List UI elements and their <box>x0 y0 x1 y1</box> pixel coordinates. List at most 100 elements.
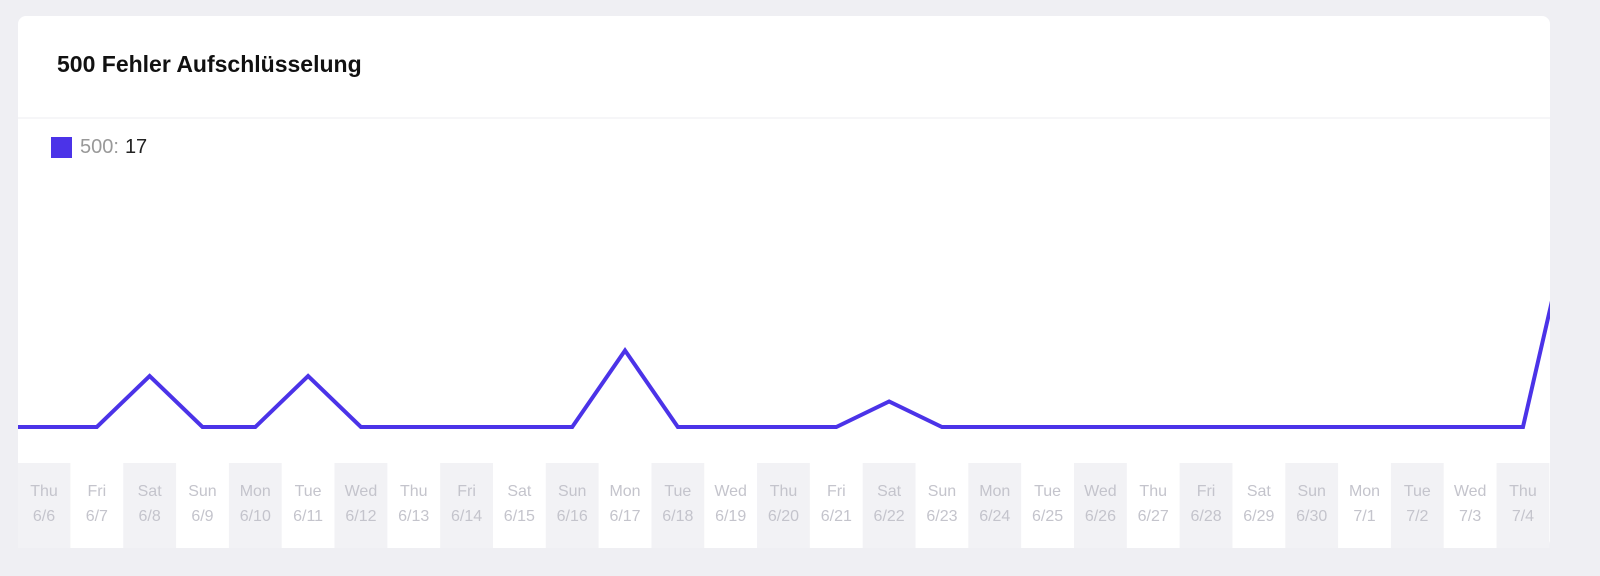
x-tick-label: Wed 6/26 <box>1084 483 1117 525</box>
column-band <box>1285 463 1339 548</box>
column-band <box>757 463 810 548</box>
x-tick-label: Mon 6/10 <box>240 483 271 525</box>
column-band <box>334 463 388 548</box>
x-tick-line: Tue <box>664 483 691 500</box>
x-tick-line: 6/18 <box>662 508 693 525</box>
x-tick-line: Sat <box>877 483 902 500</box>
x-tick-line: Sat <box>1247 483 1272 500</box>
x-tick-line: Sat <box>507 483 532 500</box>
x-tick-line: 6/15 <box>504 508 535 525</box>
x-tick-label: Mon 6/24 <box>979 483 1010 525</box>
x-tick-line: Tue <box>1404 483 1431 500</box>
x-tick-line: Sun <box>1297 483 1325 500</box>
x-tick-line: 6/13 <box>398 508 429 525</box>
x-tick-line: 7/2 <box>1406 508 1428 525</box>
x-tick-label: Sat 6/22 <box>874 483 905 525</box>
x-tick-line: Mon <box>609 483 640 500</box>
x-tick-label: Sat 6/15 <box>504 483 535 525</box>
x-tick-line: Mon <box>1349 483 1380 500</box>
column-band <box>1390 463 1444 548</box>
x-tick-line: 6/29 <box>1243 508 1274 525</box>
column-band <box>968 463 1022 548</box>
x-tick-line: Sun <box>928 483 956 500</box>
x-tick-line: 6/20 <box>768 508 799 525</box>
x-tick-label: Sun 6/23 <box>926 483 957 525</box>
card <box>18 16 1550 548</box>
legend-value: 17 <box>125 136 147 158</box>
x-tick-line: Wed <box>1454 483 1487 500</box>
chart-title: 500 Fehler Aufschlüsselung <box>57 51 362 77</box>
x-tick-label: Fri 6/21 <box>821 483 852 525</box>
x-tick-line: Tue <box>295 483 322 500</box>
legend-swatch <box>51 137 72 158</box>
x-tick-label: Fri 6/28 <box>1190 483 1221 525</box>
x-tick-line: 7/3 <box>1459 508 1481 525</box>
column-band <box>1496 463 1550 548</box>
x-tick-label: Thu 6/20 <box>768 483 799 525</box>
x-tick-line: 6/19 <box>715 508 746 525</box>
x-tick-line: 6/23 <box>926 508 957 525</box>
x-tick-label: Sat 6/29 <box>1243 483 1274 525</box>
x-tick-line: Tue <box>1034 483 1061 500</box>
column-band <box>862 463 916 548</box>
x-tick-line: Fri <box>827 483 846 500</box>
x-tick-line: 7/4 <box>1512 508 1534 525</box>
x-tick-line: 6/10 <box>240 508 271 525</box>
x-tick-line: Mon <box>240 483 271 500</box>
x-tick-line: Thu <box>400 483 428 500</box>
x-tick-line: 6/25 <box>1032 508 1063 525</box>
column-band <box>1179 463 1233 548</box>
x-tick-line: 6/7 <box>86 508 108 525</box>
x-tick-label: Thu 7/4 <box>1509 483 1537 525</box>
x-tick-label: Wed 6/19 <box>714 483 747 525</box>
x-tick-line: Wed <box>1084 483 1117 500</box>
x-tick-line: Fri <box>87 483 106 500</box>
x-tick-label: Tue 6/11 <box>293 483 323 525</box>
x-tick-label: Sun 6/30 <box>1296 483 1327 525</box>
x-tick-label: Sat 6/8 <box>138 483 163 525</box>
column-band <box>440 463 493 548</box>
x-tick-line: Fri <box>457 483 476 500</box>
x-tick-line: 6/28 <box>1190 508 1221 525</box>
x-tick-line: Wed <box>714 483 747 500</box>
x-tick-label: Wed 7/3 <box>1454 483 1487 525</box>
x-tick-line: 6/16 <box>557 508 588 525</box>
x-tick-label: Tue 7/2 <box>1404 483 1431 525</box>
x-tick-line: Thu <box>30 483 58 500</box>
x-tick-line: 6/12 <box>345 508 376 525</box>
x-tick-line: Thu <box>1139 483 1167 500</box>
x-tick-label: Tue 6/18 <box>662 483 693 525</box>
x-tick-line: 6/14 <box>451 508 482 525</box>
column-band <box>228 463 282 548</box>
x-tick-line: 6/21 <box>821 508 852 525</box>
x-tick-label: Tue 6/25 <box>1032 483 1063 525</box>
x-tick-line: 6/26 <box>1085 508 1116 525</box>
x-tick-line: 6/24 <box>979 508 1010 525</box>
x-tick-label: Fri 6/7 <box>86 483 108 525</box>
series-line <box>18 300 1550 429</box>
legend: 500: 17 <box>80 136 147 158</box>
x-tick-line: 6/6 <box>33 508 55 525</box>
column-band <box>18 463 71 548</box>
x-tick-label: Mon 6/17 <box>609 483 640 525</box>
x-tick-label: Thu 6/27 <box>1138 483 1169 525</box>
x-tick-label: Wed 6/12 <box>345 483 378 525</box>
x-tick-line: Mon <box>979 483 1010 500</box>
x-tick-line: 6/9 <box>191 508 213 525</box>
x-tick-line: Sun <box>188 483 216 500</box>
x-tick-line: Sat <box>138 483 163 500</box>
x-tick-label: Sun 6/9 <box>188 483 216 525</box>
x-tick-line: 6/30 <box>1296 508 1327 525</box>
x-tick-line: 6/11 <box>293 508 323 525</box>
x-tick-line: Wed <box>345 483 378 500</box>
x-tick-line: Thu <box>770 483 798 500</box>
column-band <box>545 463 599 548</box>
x-tick-label: Thu 6/6 <box>30 483 58 525</box>
legend-label: 500: <box>80 136 119 158</box>
x-tick-line: 6/27 <box>1138 508 1169 525</box>
x-tick-label: Thu 6/13 <box>398 483 429 525</box>
x-tick-line: Thu <box>1509 483 1537 500</box>
x-tick-line: Sun <box>558 483 586 500</box>
x-tick-line: 6/17 <box>609 508 640 525</box>
x-tick-line: 6/8 <box>139 508 161 525</box>
